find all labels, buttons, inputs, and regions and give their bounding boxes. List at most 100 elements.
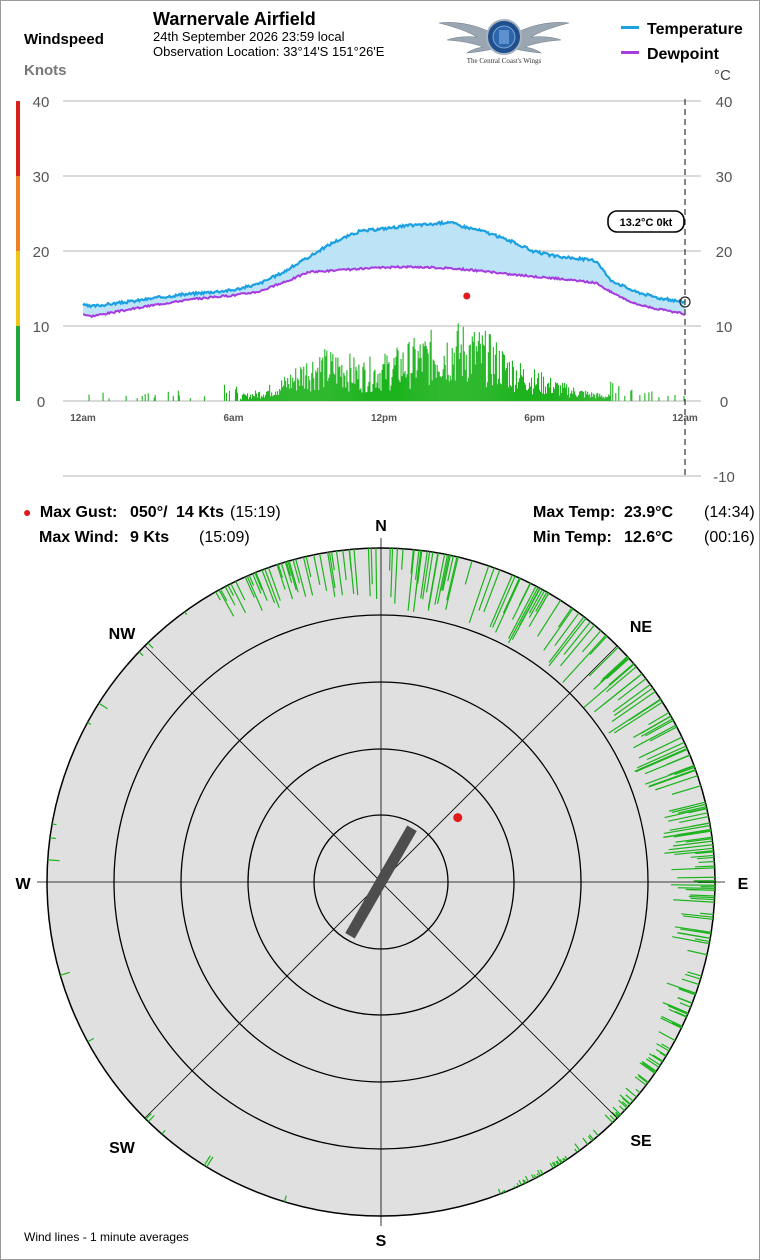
wind-direction-line [695, 851, 714, 855]
wind-direction-line [548, 617, 587, 667]
wind-direction-line [434, 554, 446, 605]
wind-direction-line [51, 823, 57, 826]
wind-direction-line [674, 926, 712, 933]
wind-direction-line [539, 1169, 544, 1175]
wind-direction-line [330, 551, 335, 571]
wind-direction-line [674, 850, 714, 856]
wind-direction-line [287, 561, 297, 591]
wind-direction-line [574, 1148, 578, 1153]
wind-direction-line [313, 554, 321, 586]
wind-direction-line [583, 663, 635, 709]
wind-direction-line [638, 1075, 649, 1084]
wind-direction-line [410, 549, 414, 574]
wind-direction-line [161, 1129, 166, 1135]
wind-direction-line [634, 747, 688, 772]
temperature-axis-tick-label: 20 [716, 244, 733, 261]
wind-direction-line [227, 584, 234, 596]
wind-direction-line [689, 889, 715, 891]
wind-direction-line [593, 657, 629, 690]
observation-location: Observation Location: 33°14'S 151°26'E [153, 44, 385, 59]
club-wings-logo [438, 19, 570, 55]
wind-direction-line [611, 690, 656, 723]
legend-dewpoint-label: Dewpoint [647, 46, 719, 63]
compass-label-s: S [376, 1233, 387, 1250]
temperature-axis-tick-label: 30 [716, 169, 733, 186]
temperature-axis-tick-label: 10 [716, 319, 733, 336]
max-gust-row: ● Max Gust: [23, 504, 117, 522]
wind-direction-line [436, 554, 449, 604]
wind-direction-line [522, 1179, 526, 1184]
wind-direction-line [319, 553, 328, 592]
wind-direction-line [425, 551, 434, 593]
wind-direction-line [606, 657, 630, 680]
wind-direction-line [682, 915, 713, 920]
wind-direction-line [446, 556, 458, 601]
wind-direction-line [666, 982, 697, 994]
wind-direction-line [675, 836, 713, 843]
wind-direction-line [246, 575, 263, 611]
wind-direction-line [661, 1015, 683, 1027]
max-gust-direction: 050°/ [130, 504, 168, 521]
wind-direction-line [549, 1162, 554, 1169]
wind-direction-line [417, 550, 423, 584]
wind-direction-line [254, 572, 263, 591]
wind-direction-line [687, 971, 702, 977]
wind-direction-line [619, 1094, 631, 1105]
wind-direction-line [560, 624, 595, 667]
wind-direction-line [637, 1073, 649, 1083]
wind-direction-line [614, 701, 663, 734]
compass-label-nw: NW [109, 626, 137, 643]
wind-direction-line [394, 548, 399, 604]
wind-direction-line [98, 702, 108, 710]
wind-direction-line [342, 550, 347, 581]
wind-direction-line [284, 561, 293, 584]
max-wind-label: Max Wind: [39, 529, 119, 546]
wind-direction-line [660, 1017, 682, 1029]
wind-direction-line [663, 824, 711, 835]
wind-direction-line [697, 856, 715, 860]
wind-direction-line [559, 1159, 563, 1163]
wind-direction-line [215, 591, 221, 601]
compass-label-se: SE [630, 1133, 652, 1150]
wind-direction-line [679, 815, 709, 824]
wind-direction-line [625, 1087, 637, 1098]
wind-direction-line [681, 913, 714, 918]
wind-direction-line [184, 611, 188, 615]
wind-direction-line [483, 569, 501, 613]
wind-direction-line [602, 656, 628, 680]
gust-marker-icon: ● [23, 504, 32, 520]
wind-direction-line [668, 812, 708, 822]
wind-direction-line [668, 1008, 687, 1018]
wind-direction-line [688, 808, 707, 814]
wind-direction-line [648, 712, 670, 726]
time-axis-tick-label: 6am [223, 413, 243, 424]
wind-direction-line [328, 551, 336, 589]
wind-direction-line [604, 1114, 614, 1124]
wind-direction-line [608, 663, 635, 686]
wind-direction-line [658, 1031, 676, 1041]
compass-label-w: W [15, 876, 31, 893]
wind-direction-line [681, 978, 700, 986]
time-axis-tick-label: 12am [672, 413, 698, 424]
compass-max-gust-marker [453, 813, 463, 823]
wind-direction-line [420, 551, 428, 599]
wind-direction-line [518, 1180, 522, 1186]
wind-direction-line [674, 1010, 687, 1018]
wind-direction-line [663, 829, 711, 838]
wind-direction-line [648, 769, 696, 787]
legend-temperature: Temperature [621, 21, 743, 39]
wind-direction-line [147, 642, 154, 649]
wind-direction-line [536, 1173, 540, 1177]
current-reading-text: 13.2°C 0kt [620, 217, 673, 229]
wind-direction-line [684, 973, 701, 980]
wind-direction-line [138, 651, 144, 657]
observation-time: 24th September 2026 23:59 local [153, 29, 345, 44]
wind-direction-line [535, 591, 548, 612]
wind-direction-line [503, 1189, 506, 1193]
wind-direction-line [628, 699, 662, 721]
wind-direction-line [659, 1052, 667, 1057]
wind-direction-line [688, 895, 715, 899]
wind-direction-line [414, 550, 420, 580]
